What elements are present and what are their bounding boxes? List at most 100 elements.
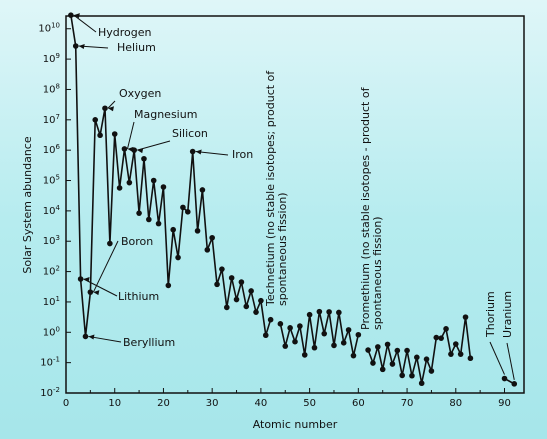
y-tick-exponent: 4 [56, 204, 61, 212]
abundance-point [92, 117, 99, 123]
annotation-arrowhead [93, 290, 100, 296]
annotation-arrow [83, 278, 118, 297]
x-tick-label: 20 [157, 398, 170, 409]
abundance-point [228, 275, 235, 281]
annotation-arrowhead [107, 106, 114, 112]
abundance-point [365, 347, 371, 353]
y-tick-label: 1010 [38, 22, 60, 35]
abundance-point [316, 308, 323, 315]
abundance-point [301, 352, 308, 358]
abundance-point [287, 325, 293, 331]
abundance-point [194, 228, 201, 234]
abundance-point [467, 355, 474, 362]
x-tick-label: 90 [498, 398, 511, 409]
y-tick-exponent: -2 [53, 386, 60, 394]
abundance-point [253, 309, 259, 315]
y-tick-exponent: 2 [56, 265, 60, 273]
abundance-point [297, 323, 303, 329]
abundance-point [209, 234, 215, 241]
x-tick-label: 0 [63, 398, 69, 409]
annotation-beryllium: Beryllium [123, 336, 175, 349]
annotation-boron: Boron [121, 235, 153, 248]
y-tick-label: 107 [43, 113, 60, 126]
abundance-point [370, 360, 376, 366]
y-tick-exponent: 5 [56, 174, 60, 182]
abundance-point [146, 216, 152, 223]
abundance-point [350, 352, 357, 359]
abundance-point [423, 356, 430, 362]
abundance-point [141, 155, 147, 162]
y-tick-exponent: 1 [56, 295, 60, 303]
abundance-point [438, 335, 444, 341]
abundance-point [77, 276, 84, 282]
y-tick-exponent: 8 [56, 82, 60, 90]
abundance-point [501, 375, 508, 382]
annotation-arrowhead [127, 146, 134, 152]
abundance-point [175, 254, 181, 261]
y-tick-exponent: 9 [56, 52, 60, 60]
abundance-point [409, 372, 415, 379]
x-tick-label: 30 [206, 398, 219, 409]
annotation-oxygen: Oxygen [119, 87, 161, 100]
y-tick-exponent: 10 [51, 22, 60, 30]
abundance-point [340, 340, 347, 346]
abundance-point [107, 240, 113, 247]
abundance-point [399, 372, 405, 379]
abundance-point [214, 281, 220, 288]
vertical-note-line2: spontaneous fission) [371, 216, 384, 330]
abundance-point [248, 288, 254, 294]
abundance-point [126, 179, 133, 186]
abundance-point [355, 331, 362, 338]
x-tick-label: 50 [303, 398, 316, 409]
y-tick-label: 100 [43, 325, 60, 338]
abundance-point [379, 366, 386, 373]
abundance-point [155, 220, 162, 227]
abundance-point [452, 341, 459, 347]
y-tick-exponent: -1 [53, 356, 60, 364]
vertical-note-line2: spontaneous fission) [276, 192, 289, 306]
abundance-point [68, 12, 74, 18]
abundance-line-segment [70, 15, 272, 338]
y-tick-exponent: 7 [56, 113, 60, 121]
y-tick-label: 104 [43, 204, 61, 217]
abundance-point [345, 327, 352, 333]
x-tick-label: 40 [255, 398, 268, 409]
abundance-point [180, 204, 186, 211]
abundance-point [462, 314, 469, 320]
annotation-arrowhead [88, 334, 95, 340]
annotation-arrowhead [195, 149, 202, 155]
abundance-point [150, 177, 157, 184]
y-tick-label: 10-2 [40, 386, 60, 399]
annotation-uranium: Uranium [501, 291, 514, 338]
abundance-line-segment [279, 310, 360, 357]
abundance-point [160, 184, 167, 190]
y-tick-label: 103 [43, 234, 60, 247]
annotation-silicon: Silicon [172, 127, 208, 140]
abundance-point [233, 296, 240, 303]
abundance-point [457, 351, 464, 357]
annotation-arrow [92, 240, 119, 293]
abundance-point [267, 316, 274, 323]
abundance-point [404, 347, 410, 354]
abundance-point [336, 309, 342, 316]
abundance-point [511, 381, 518, 387]
y-tick-label: 106 [43, 143, 61, 156]
annotation-arrow [489, 341, 505, 375]
abundance-point [414, 354, 420, 361]
abundance-point [262, 332, 269, 339]
y-axis-title: Solar System abundance [21, 136, 34, 273]
abundance-point [170, 226, 176, 233]
abundance-point [219, 266, 225, 272]
y-tick-exponent: 3 [56, 234, 60, 242]
abundance-point [121, 146, 128, 152]
plot-frame [65, 15, 525, 394]
annotation-magnesium: Magnesium [134, 108, 197, 121]
abundance-point [238, 279, 245, 285]
abundance-point [331, 342, 337, 349]
abundance-point [306, 311, 313, 318]
annotation-iron: Iron [232, 148, 253, 161]
abundance-point [321, 330, 328, 337]
abundance-point [82, 333, 89, 340]
abundance-point [418, 380, 425, 387]
